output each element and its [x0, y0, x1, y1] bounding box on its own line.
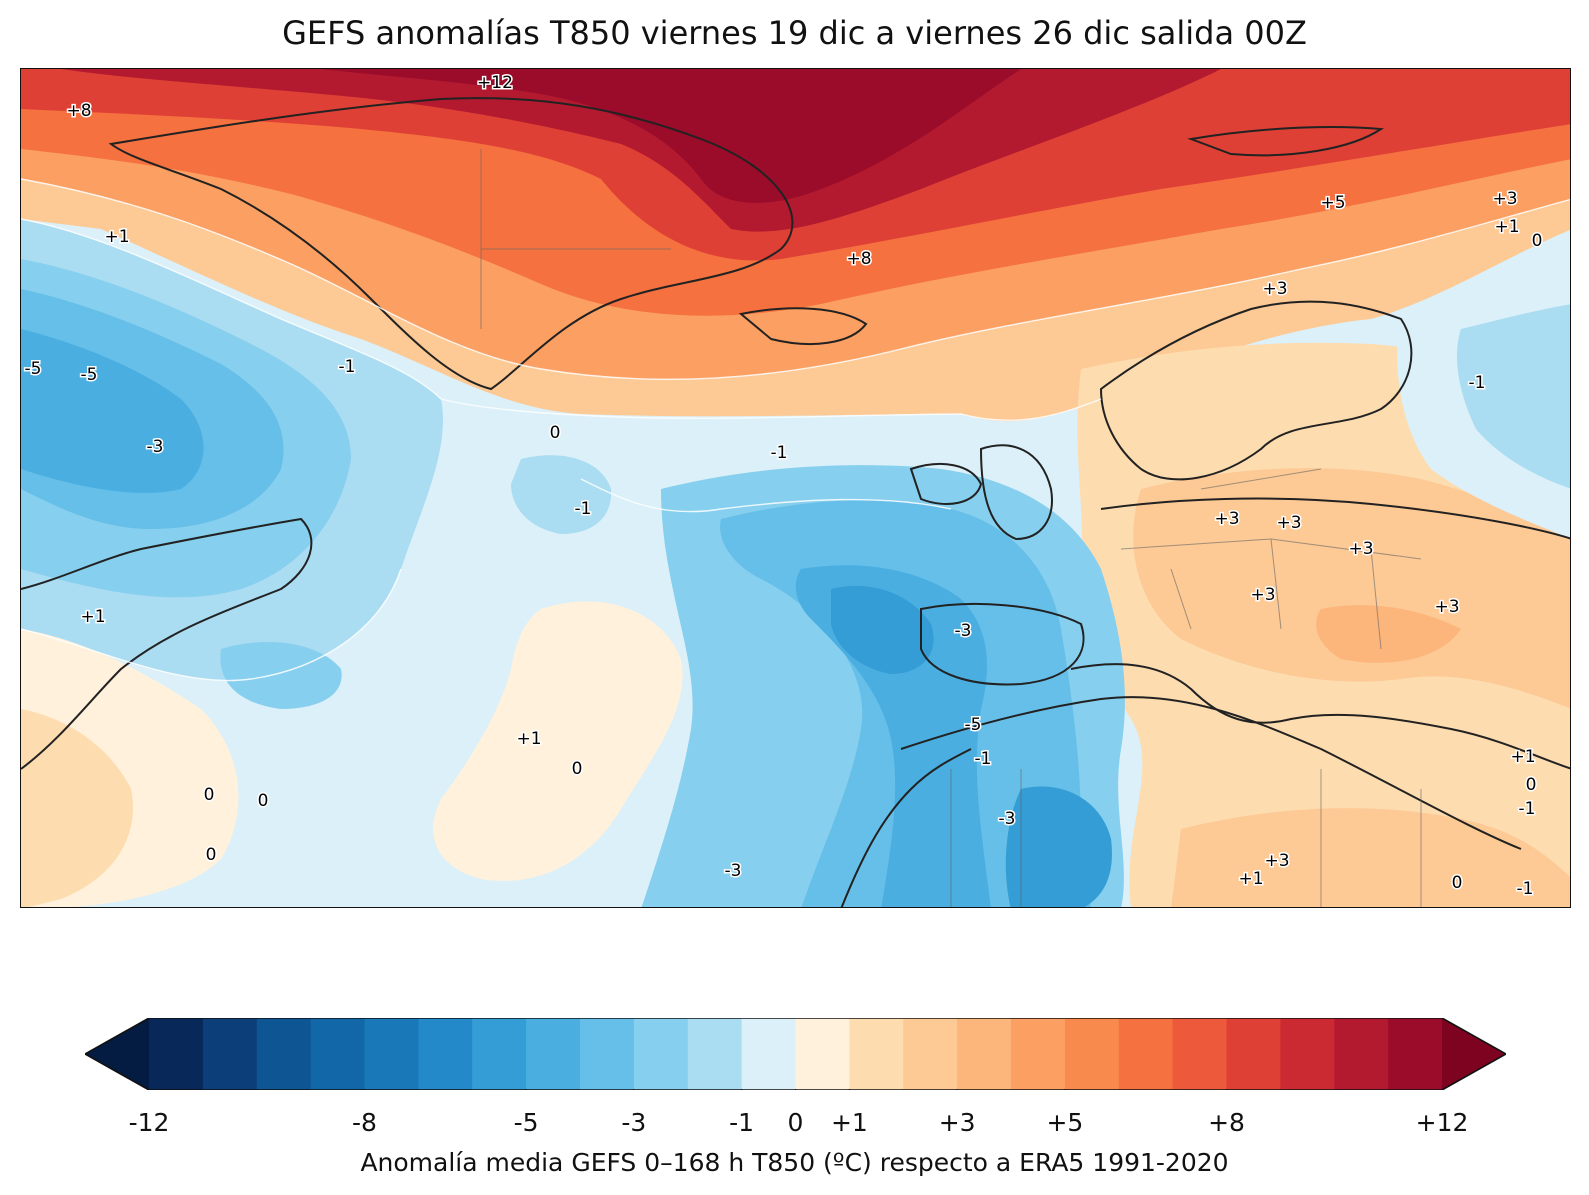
contour-label: +3 — [1492, 189, 1517, 209]
contour-label: +3 — [1250, 585, 1275, 605]
contour-label-group: +12 +8 +1 -5 -5 -1 -3 0 -1 -1 +8 +5 +3 +… — [23, 72, 1544, 901]
colorbar-tick-label: +1 — [830, 1108, 868, 1137]
colorbar-segment — [1388, 1018, 1443, 1090]
contour-label: -3 — [147, 437, 164, 457]
colorbar-tick-label: 0 — [787, 1108, 804, 1137]
colorbar-segment — [903, 1018, 958, 1090]
contour-label: -1 — [1517, 879, 1534, 899]
colorbar-under-extension — [85, 1018, 149, 1090]
east-atlantic-cool-region — [220, 455, 1125, 907]
colorbar-segment — [1064, 1018, 1120, 1090]
colorbar — [85, 1018, 1506, 1090]
contour-label: 0 — [550, 423, 561, 443]
contour-label: +1 — [104, 227, 129, 247]
colorbar-segment — [256, 1018, 312, 1090]
contour-label: +1 — [1510, 747, 1535, 767]
contour-label: -1 — [975, 749, 992, 769]
contour-label: 0 — [206, 845, 217, 865]
contour-label: 0 — [204, 785, 215, 805]
contour-label: +3 — [1214, 509, 1239, 529]
contour-label: +3 — [1348, 539, 1373, 559]
contour-label: -1 — [1469, 373, 1486, 393]
colorbar-segment — [1334, 1018, 1389, 1090]
contour-label: +1 — [516, 729, 541, 749]
colorbar-segment — [1118, 1018, 1174, 1090]
colorbar-segment — [1011, 1018, 1066, 1090]
contour-label: -1 — [339, 357, 356, 377]
contour-label: -1 — [575, 499, 592, 519]
contour-label: -1 — [771, 443, 788, 463]
colorbar-segment — [310, 1018, 366, 1090]
colorbar-segment — [364, 1018, 419, 1090]
colorbar-tick-label: +3 — [938, 1108, 976, 1137]
colorbar-segment — [580, 1018, 635, 1090]
contour-label: +8 — [846, 249, 871, 269]
contour-label: 0 — [572, 759, 583, 779]
colorbar-tick-label: -8 — [352, 1108, 377, 1137]
colorbar-segment — [149, 1018, 204, 1090]
contour-label: +12 — [477, 73, 513, 93]
colorbar-segment — [1226, 1018, 1281, 1090]
colorbar-segment — [202, 1018, 258, 1090]
anomaly-map: +12 +8 +1 -5 -5 -1 -3 0 -1 -1 +8 +5 +3 +… — [20, 68, 1571, 908]
contour-label: 0 — [1452, 873, 1463, 893]
colorbar-segment — [795, 1018, 850, 1090]
contour-label: 0 — [258, 791, 269, 811]
colorbar-label: Anomalía media GEFS 0–168 h T850 (ºC) re… — [360, 1148, 1229, 1177]
contour-label: +1 — [1494, 217, 1519, 237]
cool-anomaly-region — [21, 219, 683, 907]
contour-label: +1 — [80, 607, 105, 627]
map-title: GEFS anomalías T850 viernes 19 dic a vie… — [282, 14, 1307, 52]
colorbar-segment — [687, 1018, 743, 1090]
colorbar-segment — [418, 1018, 473, 1090]
colorbar-tick-label: +12 — [1415, 1108, 1469, 1137]
contour-lines — [21, 178, 1570, 682]
contour-label: -5 — [25, 359, 42, 379]
colorbar-tick-label: +5 — [1046, 1108, 1084, 1137]
contour-label: +3 — [1434, 597, 1459, 617]
colorbar-tick-label: -12 — [128, 1108, 170, 1137]
contour-label: -3 — [725, 861, 742, 881]
colorbar-segment — [1172, 1018, 1228, 1090]
colorbar-tick-label: -1 — [729, 1108, 755, 1137]
contour-label: -3 — [955, 621, 972, 641]
colorbar-segment — [472, 1018, 527, 1090]
colorbar-tick-label: -3 — [621, 1108, 647, 1137]
colorbar-segment — [1280, 1018, 1335, 1090]
colorbar-segment — [849, 1018, 904, 1090]
contour-label: -5 — [81, 365, 98, 385]
colorbar-over-extension — [1442, 1018, 1506, 1090]
contour-label: -5 — [965, 715, 982, 735]
contour-label: 0 — [1526, 775, 1537, 795]
colorbar-segment — [741, 1018, 797, 1090]
contour-label: +3 — [1264, 851, 1289, 871]
coastlines — [21, 97, 1570, 907]
colorbar-tick-label: -5 — [513, 1108, 539, 1137]
colorbar-segment — [526, 1018, 581, 1090]
contour-label: -1 — [1519, 799, 1536, 819]
contour-label: 0 — [1532, 231, 1543, 251]
contour-label: +8 — [66, 101, 91, 121]
contour-label: +3 — [1262, 279, 1287, 299]
contour-label: +3 — [1276, 513, 1301, 533]
contour-label: +1 — [1238, 869, 1263, 889]
colorbar-segment — [633, 1018, 689, 1090]
colorbar-segment — [957, 1018, 1012, 1090]
warm-anomaly-region — [21, 69, 1570, 907]
colorbar-tick-label: +8 — [1208, 1108, 1245, 1137]
contour-label: +5 — [1320, 193, 1345, 213]
contour-label: -3 — [999, 809, 1016, 829]
country-borders — [480, 149, 1422, 907]
